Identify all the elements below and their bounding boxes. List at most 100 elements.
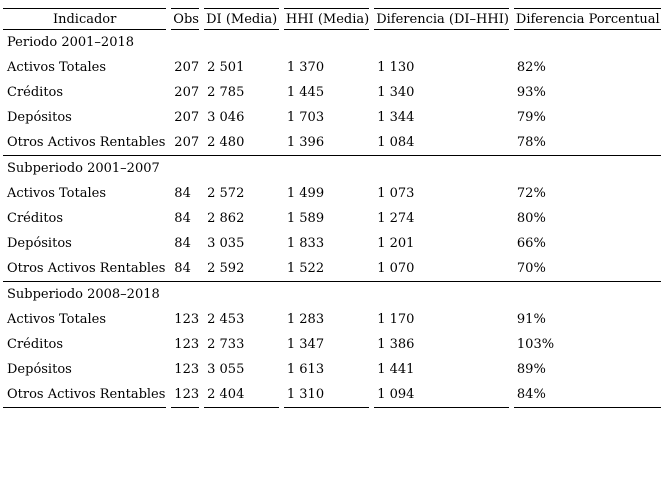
section-label: Subperiodo 2001–2007 [3, 155, 661, 181]
column-header-hhi: HHI (Media) [283, 8, 370, 30]
cell-porcentual: 80% [516, 211, 546, 226]
cell-hhi: 1 310 [283, 382, 370, 408]
cell-diferencia: 1 094 [374, 382, 509, 408]
cell-indicador: Otros Activos Rentables [7, 261, 166, 276]
cell-indicador: Créditos [7, 337, 64, 352]
table-row: Créditos 123 2 733 1 347 1 386 103% [3, 332, 661, 357]
cell-porcentual: 72% [516, 186, 546, 201]
cell-indicador: Activos Totales [7, 312, 107, 327]
section-label: Subperiodo 2008–2018 [3, 281, 661, 307]
cell-di: 2 501 [207, 60, 245, 75]
table-body: Periodo 2001–2018 Activos Totales 207 2 501… [3, 30, 661, 408]
table-row: Otros Activos Rentables 84 2 592 1 522 1 070… [3, 256, 661, 281]
cell-hhi: 1 703 [286, 110, 325, 125]
page: Indicador Obs DI (Media) HHI (Media) Diferen… [0, 8, 666, 481]
cell-porcentual: 103% [516, 337, 555, 352]
cell-diferencia: 1 340 [377, 85, 415, 100]
section-row: Periodo 2001–2018 [3, 30, 661, 55]
cell-di: 3 055 [207, 362, 245, 377]
section-row: Subperiodo 2008–2018 [3, 281, 661, 307]
table-row: Créditos 84 2 862 1 589 1 274 80% [3, 206, 661, 231]
cell-porcentual: 91% [516, 312, 546, 327]
cell-indicador: Otros Activos Rentables [3, 382, 167, 408]
column-header-di: DI (Media) [204, 8, 279, 30]
cell-hhi: 1 613 [286, 362, 325, 377]
cell-di: 2 404 [204, 382, 279, 408]
cell-hhi: 1 589 [286, 211, 325, 226]
table-row: Activos Totales 207 2 501 1 370 1 130 82% [3, 55, 661, 80]
cell-hhi: 1 347 [286, 337, 325, 352]
cell-diferencia: 1 344 [377, 110, 415, 125]
cell-di: 2 592 [207, 261, 245, 276]
cell-di: 2 453 [207, 312, 245, 327]
cell-di: 2 572 [207, 186, 245, 201]
column-header-porcentual: Diferencia Porcentual [513, 8, 661, 30]
indicators-table: Indicador Obs DI (Media) HHI (Media) Diferen… [0, 8, 666, 408]
cell-porcentual: 82% [516, 60, 546, 75]
cell-obs: 207 [174, 135, 200, 150]
header-row: Indicador Obs DI (Media) HHI (Media) Diferen… [3, 8, 661, 30]
cell-obs: 123 [174, 337, 200, 352]
cell-indicador: Depósitos [7, 110, 72, 125]
cell-diferencia: 1 201 [377, 236, 415, 251]
column-header-indicador: Indicador [3, 8, 167, 30]
cell-di: 2 785 [207, 85, 245, 100]
section-label: Periodo 2001–2018 [7, 35, 135, 50]
cell-di: 2 862 [207, 211, 245, 226]
column-header-diferencia: Diferencia (DI–HHI) [374, 8, 509, 30]
cell-diferencia: 1 170 [377, 312, 415, 327]
cell-obs: 84 [174, 236, 191, 251]
cell-di: 3 035 [207, 236, 245, 251]
cell-indicador: Créditos [7, 85, 64, 100]
table-row: Depósitos 207 3 046 1 703 1 344 79% [3, 105, 661, 130]
cell-obs: 207 [174, 60, 200, 75]
cell-obs: 123 [171, 382, 200, 408]
cell-porcentual: 79% [516, 110, 546, 125]
cell-hhi: 1 833 [286, 236, 325, 251]
column-header-obs: Obs [171, 8, 200, 30]
table-row: Créditos 207 2 785 1 445 1 340 93% [3, 80, 661, 105]
cell-porcentual: 78% [516, 135, 546, 150]
cell-indicador: Activos Totales [7, 186, 107, 201]
cell-obs: 84 [174, 211, 191, 226]
cell-diferencia: 1 441 [377, 362, 415, 377]
cell-diferencia: 1 274 [377, 211, 415, 226]
cell-indicador: Otros Activos Rentables [7, 135, 166, 150]
table-row: Otros Activos Rentables 207 2 480 1 396 1 08… [3, 130, 661, 155]
cell-diferencia: 1 386 [377, 337, 415, 352]
table-row: Activos Totales 123 2 453 1 283 1 170 91% [3, 307, 661, 332]
cell-diferencia: 1 084 [377, 135, 415, 150]
cell-hhi: 1 522 [286, 261, 325, 276]
cell-hhi: 1 499 [286, 186, 325, 201]
table-row: Depósitos 84 3 035 1 833 1 201 66% [3, 231, 661, 256]
table-row: Otros Activos Rentables 123 2 404 1 310 1 09… [3, 382, 661, 408]
cell-hhi: 1 370 [286, 60, 325, 75]
section-row: Subperiodo 2001–2007 [3, 155, 661, 181]
table-row: Activos Totales 84 2 572 1 499 1 073 72% [3, 181, 661, 206]
cell-hhi: 1 396 [286, 135, 325, 150]
cell-di: 2 480 [207, 135, 245, 150]
cell-indicador: Activos Totales [7, 60, 107, 75]
cell-obs: 123 [174, 312, 200, 327]
cell-hhi: 1 283 [286, 312, 325, 327]
cell-porcentual: 89% [516, 362, 546, 377]
cell-diferencia: 1 070 [377, 261, 415, 276]
cell-indicador: Depósitos [7, 362, 72, 377]
cell-obs: 207 [174, 85, 200, 100]
cell-obs: 123 [174, 362, 200, 377]
cell-indicador: Créditos [7, 211, 64, 226]
table-row: Depósitos 123 3 055 1 613 1 441 89% [3, 357, 661, 382]
cell-indicador: Depósitos [7, 236, 72, 251]
cell-obs: 207 [174, 110, 200, 125]
cell-obs: 84 [174, 186, 191, 201]
cell-diferencia: 1 130 [377, 60, 415, 75]
cell-obs: 84 [174, 261, 191, 276]
cell-porcentual: 66% [516, 236, 546, 251]
cell-di: 3 046 [207, 110, 245, 125]
cell-porcentual: 93% [516, 85, 546, 100]
cell-hhi: 1 445 [286, 85, 325, 100]
cell-diferencia: 1 073 [377, 186, 415, 201]
cell-di: 2 733 [207, 337, 245, 352]
cell-porcentual: 84% [513, 382, 661, 408]
cell-porcentual: 70% [516, 261, 546, 276]
